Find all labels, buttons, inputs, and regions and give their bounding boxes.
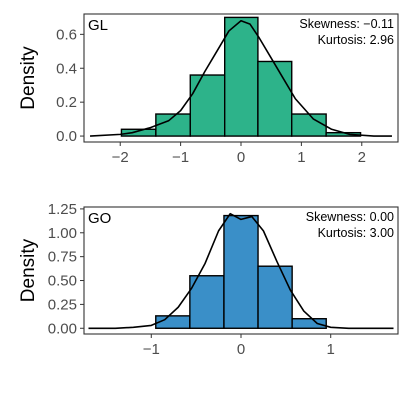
x-tick-label: −2 — [112, 149, 129, 166]
y-tick-label: 0.4 — [56, 60, 77, 77]
x-tick-label: −1 — [143, 341, 160, 358]
panel-go: −1 0 1 0.00 0.25 0.50 0.75 1.00 1.25 Density GO Ske… — [18, 201, 399, 358]
y-axis-title: Density — [18, 46, 39, 110]
y-tick-label: 0.00 — [48, 320, 77, 337]
histogram-bar — [291, 113, 327, 137]
y-tick-label: 1.25 — [48, 201, 77, 218]
x-tick-label: 0 — [237, 341, 245, 358]
density-curve — [89, 19, 392, 137]
y-tick-label: 1.00 — [48, 225, 77, 242]
y-tick-label: 0.2 — [56, 94, 77, 111]
y-tick-label: 0.25 — [48, 296, 77, 313]
panel-label: GL — [88, 17, 108, 34]
y-tick-label: 0.75 — [48, 249, 77, 266]
y-tick-label: 0.0 — [56, 128, 77, 145]
y-tick-label: 0.50 — [48, 273, 77, 290]
x-tick-label: −1 — [172, 149, 189, 166]
x-tick-label: 1 — [297, 149, 305, 166]
histogram-bar — [189, 74, 226, 137]
skewness-annotation: Skewness: −0.11 — [299, 17, 394, 31]
x-tick-label: 0 — [237, 149, 245, 166]
x-tick-label: 1 — [327, 341, 335, 358]
histogram-bar — [223, 16, 259, 137]
histogram-bar — [189, 275, 225, 329]
x-tick-label: 2 — [358, 149, 366, 166]
y-axis-title: Density — [18, 238, 39, 302]
histogram-bar — [257, 265, 293, 329]
skewness-annotation: Skewness: 0.00 — [306, 210, 394, 224]
histogram-bar — [223, 214, 259, 329]
histogram-bar — [257, 60, 293, 137]
histogram-bar — [291, 318, 327, 329]
kurtosis-annotation: Kurtosis: 2.96 — [318, 33, 394, 47]
density-curve — [88, 212, 394, 330]
panel-gl: −2 −1 0 1 2 0.0 0.2 0.4 0.6 Density GL Skewness: −0… — [18, 13, 399, 166]
y-tick-label: 0.6 — [56, 26, 77, 43]
panel-label: GO — [88, 210, 111, 227]
kurtosis-annotation: Kurtosis: 3.00 — [318, 226, 394, 240]
